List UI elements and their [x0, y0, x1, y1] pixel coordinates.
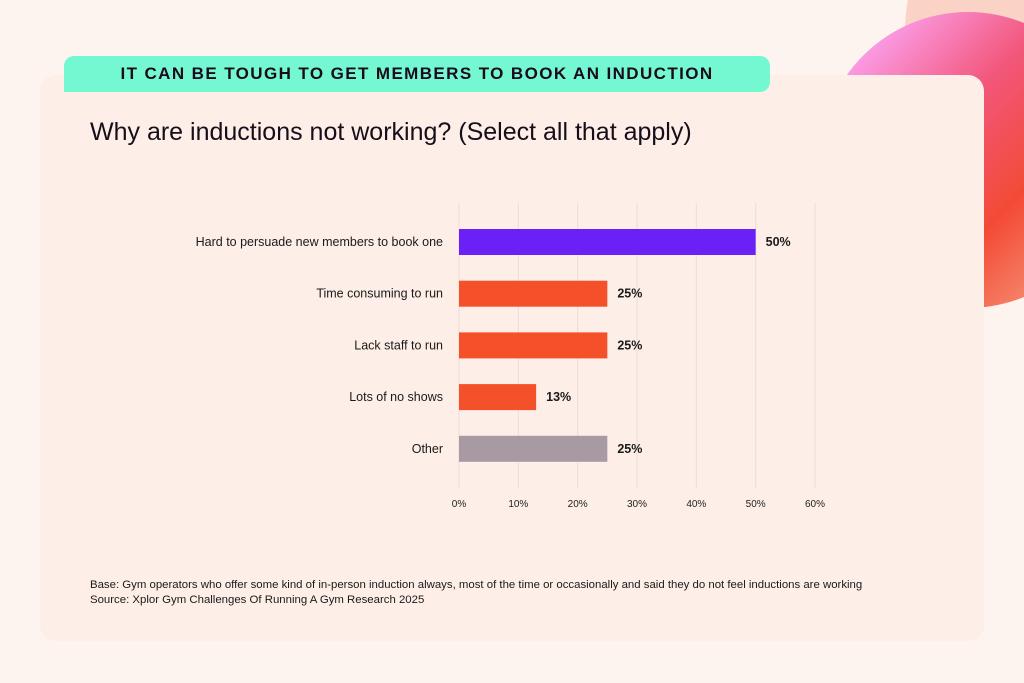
value-label: 13%	[546, 390, 571, 404]
source-note: Source: Xplor Gym Challenges Of Running …	[90, 594, 425, 606]
value-label: 50%	[766, 235, 791, 249]
value-label: 25%	[617, 338, 642, 352]
banner-heading: IT CAN BE TOUGH TO GET MEMBERS TO BOOK A…	[64, 56, 770, 92]
x-tick-label: 0%	[452, 499, 467, 510]
x-tick-label: 20%	[568, 499, 588, 510]
category-label: Lots of no shows	[349, 390, 443, 404]
value-label: 25%	[617, 442, 642, 456]
bar	[459, 332, 608, 359]
category-label: Time consuming to run	[316, 287, 443, 301]
base-note: Base: Gym operators who offer some kind …	[90, 579, 863, 591]
bar	[459, 435, 608, 462]
bar	[459, 229, 756, 255]
category-label: Lack staff to run	[354, 338, 443, 352]
bar	[459, 384, 537, 411]
footer-notes: Base: Gym operators who offer some kind …	[90, 578, 970, 608]
x-tick-label: 30%	[627, 499, 647, 510]
x-tick-label: 40%	[686, 499, 706, 510]
chart-title: Why are inductions not working? (Select …	[90, 118, 692, 146]
category-label: Other	[412, 442, 443, 456]
category-label: Hard to persuade new members to book one	[196, 235, 443, 249]
value-label: 25%	[617, 287, 642, 301]
x-tick-label: 10%	[508, 499, 528, 510]
bar	[459, 280, 608, 307]
x-tick-label: 50%	[746, 499, 766, 510]
x-tick-label: 60%	[805, 499, 825, 510]
